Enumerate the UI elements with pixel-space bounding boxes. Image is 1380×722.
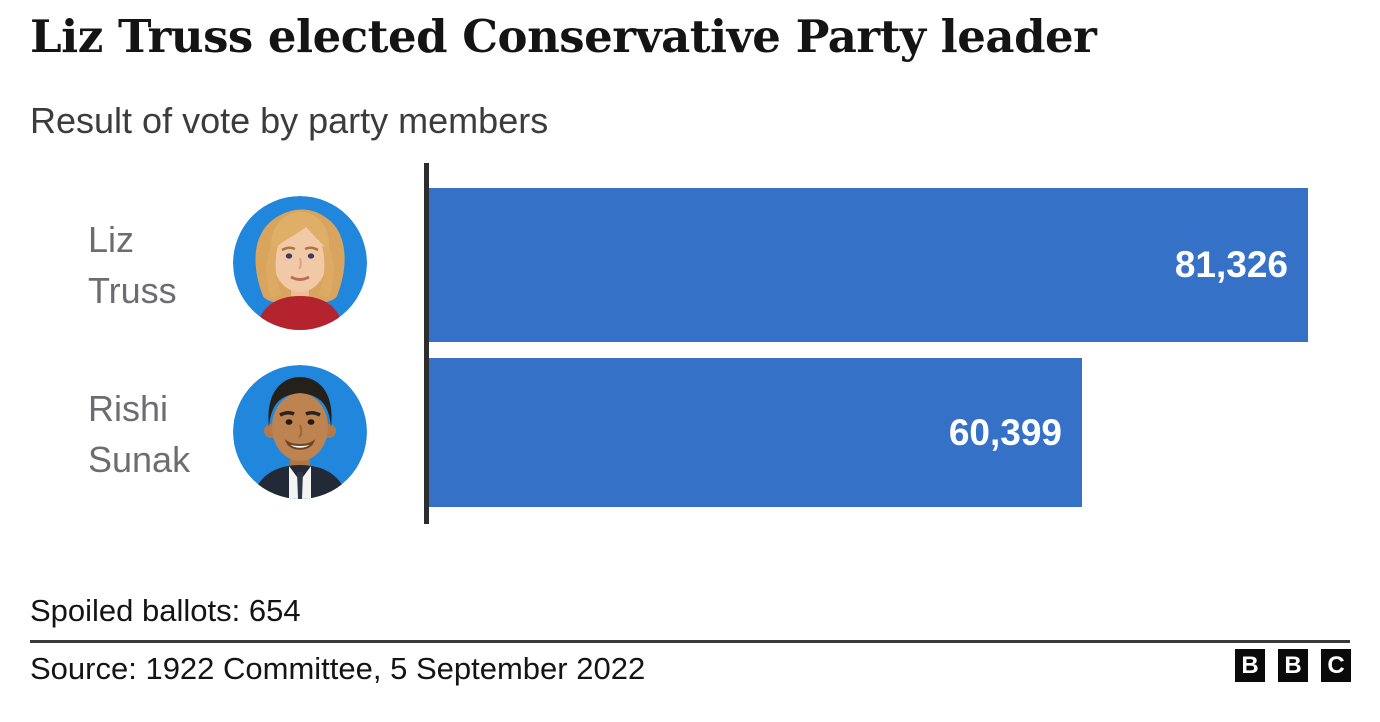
- chart-subtitle: Result of vote by party members: [30, 100, 549, 141]
- category-label-line: Rishi: [88, 388, 169, 429]
- category-label-line: Liz: [88, 219, 135, 260]
- bar-liz-truss: 81,326: [429, 188, 1308, 342]
- liz-truss-avatar: [233, 196, 367, 330]
- bbc-logo-block-1: B: [1235, 649, 1265, 682]
- rishi-sunak-avatar: [233, 365, 367, 499]
- bbc-logo-block-3: C: [1321, 649, 1351, 682]
- category-label-rishi-sunak: Rishi Sunak: [88, 383, 190, 485]
- bar-value-liz-truss: 81,326: [1174, 244, 1288, 285]
- liz-truss-portrait-icon: [233, 196, 367, 330]
- spoiled-ballots-note: Spoiled ballots: 654: [30, 593, 301, 628]
- bar-rishi-sunak: 60,399: [429, 358, 1082, 507]
- y-axis-line: [424, 163, 429, 524]
- source-attribution: Source: 1922 Committee, 5 September 2022: [30, 651, 646, 686]
- rishi-sunak-portrait-icon: [233, 365, 367, 499]
- footer-divider: [30, 640, 1350, 643]
- bbc-logo-block-2: B: [1278, 649, 1308, 682]
- chart-title: Liz Truss elected Conservative Party lea…: [30, 10, 1097, 63]
- bar-value-rishi-sunak: 60,399: [948, 411, 1062, 453]
- category-label-line: Sunak: [88, 439, 191, 480]
- category-label-line: Truss: [88, 270, 177, 311]
- bbc-logo: B B C: [1235, 649, 1351, 682]
- category-label-liz-truss: Liz Truss: [88, 214, 177, 316]
